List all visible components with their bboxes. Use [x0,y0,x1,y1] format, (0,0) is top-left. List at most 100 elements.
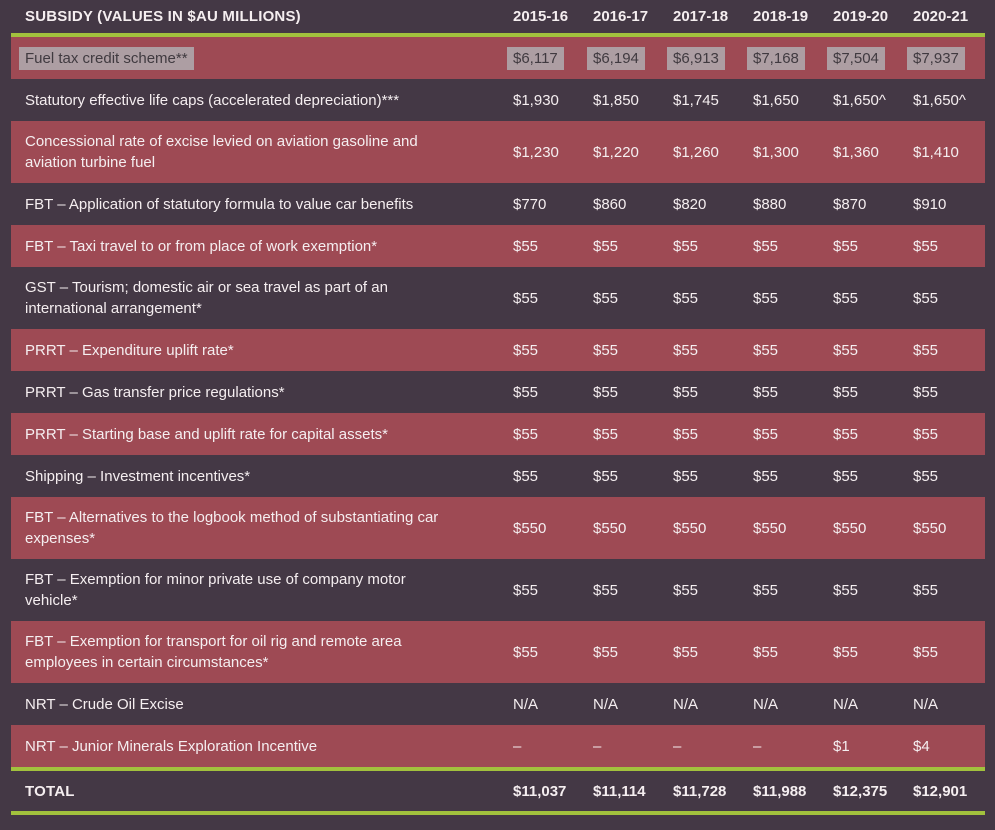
subsidy-value-2016-17: $55 [593,581,619,599]
table-row: PRRT – Starting base and uplift rate for… [11,413,985,455]
subsidy-value-2015-16: $55 [513,581,539,599]
subsidy-value-2019-20: $55 [833,643,859,661]
subsidy-value-2020-21: $7,937 [907,46,985,70]
subsidy-value-2016-17: $1,220 [593,143,639,161]
subsidy-row-label-text: FBT – Exemption for minor private use of… [25,571,406,609]
subsidy-value-2017-18: $1,745 [673,91,719,109]
subsidy-value-2019-20: $1 [833,737,850,755]
table-row: FBT – Alternatives to the logbook method… [11,497,985,559]
subsidy-value-2018-19: $1,650 [753,91,799,109]
table-row: PRRT – Expenditure uplift rate* $55 $55 … [11,329,985,371]
subsidy-value-2019-20: $55 [833,467,859,485]
subsidy-row-label-text: FBT – Exemption for transport for oil ri… [25,633,402,671]
subsidy-value-2018-19: $55 [753,643,779,661]
year-column-header-2019-20: 2019-20 [833,8,889,25]
subsidy-table: SUBSIDY (VALUES IN $AU MILLIONS) 2015-16… [11,0,985,815]
subsidy-row-label: GST – Tourism; domestic air or sea trave… [11,267,513,329]
selected-text: Fuel tax credit scheme** [19,46,194,70]
subsidy-value-2020-21: $55 [913,581,939,599]
subsidy-value-2016-17: $55 [593,383,619,401]
table-row: NRT – Junior Minerals Exploration Incent… [11,725,985,767]
subsidy-value-2016-17: – [593,737,602,755]
subsidy-row-label: Fuel tax credit scheme** [11,38,513,79]
subsidy-value-2018-19: $55 [753,581,779,599]
subsidy-row-label: Shipping – Investment incentives* [11,456,513,497]
subsidy-value-2015-16: $55 [513,237,539,255]
total-row-label: TOTAL [25,782,75,800]
subsidy-row-label: Concessional rate of excise levied on av… [11,121,513,183]
subsidy-value-2019-20: N/A [833,695,859,713]
subsidy-value-2016-17: N/A [593,695,619,713]
subsidy-value-2018-19: – [753,737,762,755]
subsidy-value-2018-19: $55 [753,289,779,307]
subsidy-value-2019-20: $55 [833,383,859,401]
subsidy-value-2017-18: $55 [673,425,699,443]
subsidy-row-label: FBT – Application of statutory formula t… [11,184,513,225]
table-row: FBT – Application of statutory formula t… [11,183,985,225]
total-value-2016-17: $11,114 [593,782,646,800]
subsidy-value-2017-18: N/A [673,695,699,713]
subsidy-value-2016-17: $1,850 [593,91,639,109]
subsidy-value-2020-21: $550 [913,519,947,537]
subsidy-row-label: Statutory effective life caps (accelerat… [11,80,513,121]
subsidy-value-2017-18: $1,260 [673,143,719,161]
subsidy-value-2018-19: $55 [753,341,779,359]
year-column-header-2018-19: 2018-19 [753,8,809,25]
subsidy-row-label-text: FBT – Alternatives to the logbook method… [25,509,439,547]
subsidy-row-label-text: Statutory effective life caps (accelerat… [25,91,400,109]
subsidy-value-2019-20: $870 [833,195,867,213]
subsidy-value-2015-16: N/A [513,695,539,713]
subsidy-row-label: FBT – Taxi travel to or from place of wo… [11,226,513,267]
table-row: Fuel tax credit scheme** $6,117 $6,194 $… [11,37,985,79]
subsidy-value-2017-18: $55 [673,581,699,599]
subsidy-value-2017-18: $55 [673,237,699,255]
subsidy-value-2018-19: $55 [753,467,779,485]
subsidy-value-2020-21: $55 [913,467,939,485]
table-header-row: SUBSIDY (VALUES IN $AU MILLIONS) 2015-16… [11,0,985,33]
table-title: SUBSIDY (VALUES IN $AU MILLIONS) [25,8,301,25]
total-row: TOTAL $11,037 $11,114 $11,728 $11,988 $1… [11,771,985,811]
subsidy-row-label: FBT – Exemption for minor private use of… [11,559,513,621]
subsidy-row-label: FBT – Exemption for transport for oil ri… [11,621,513,683]
table-row: FBT – Exemption for transport for oil ri… [11,621,985,683]
subsidy-value-2019-20: $55 [833,425,859,443]
selected-text: $7,168 [747,46,805,70]
subsidy-value-2015-16: $1,930 [513,91,559,109]
subsidy-value-2019-20: $1,650^ [833,91,886,109]
subsidy-value-2019-20: $55 [833,289,859,307]
table-body: Fuel tax credit scheme** $6,117 $6,194 $… [11,37,985,767]
subsidy-row-label-text: Concessional rate of excise levied on av… [25,133,418,171]
subsidy-value-2016-17: $55 [593,425,619,443]
divider-line-bottom [11,811,985,815]
subsidy-value-2018-19: $550 [753,519,787,537]
subsidy-value-2015-16: $770 [513,195,547,213]
subsidy-value-2015-16: $1,230 [513,143,559,161]
subsidy-value-2019-20: $55 [833,341,859,359]
subsidy-value-2016-17: $55 [593,643,619,661]
subsidy-value-2017-18: – [673,737,682,755]
table-row: NRT – Crude Oil Excise N/A N/A N/A N/A N… [11,683,985,725]
subsidy-value-2020-21: $55 [913,289,939,307]
total-value-2019-20: $12,375 [833,782,888,800]
subsidy-value-2016-17: $55 [593,289,619,307]
total-value-2015-16: $11,037 [513,782,567,800]
subsidy-value-2018-19: $1,300 [753,143,799,161]
total-value-2020-21: $12,901 [913,782,968,800]
table-row: GST – Tourism; domestic air or sea trave… [11,267,985,329]
table-row: Statutory effective life caps (accelerat… [11,79,985,121]
total-value-2018-19: $11,988 [753,782,807,800]
subsidy-value-2018-19: $880 [753,195,787,213]
subsidy-value-2018-19: $7,168 [747,46,833,70]
year-column-header-2016-17: 2016-17 [593,8,649,25]
subsidy-value-2015-16: $55 [513,341,539,359]
subsidy-value-2016-17: $55 [593,467,619,485]
subsidy-value-2020-21: $1,650^ [913,91,966,109]
subsidy-value-2018-19: N/A [753,695,779,713]
subsidy-value-2019-20: $1,360 [833,143,879,161]
selected-text: $6,117 [507,46,564,70]
subsidy-value-2015-16: $55 [513,289,539,307]
subsidy-row-label-text: PRRT – Gas transfer price regulations* [25,383,285,401]
table-row: PRRT – Gas transfer price regulations* $… [11,371,985,413]
subsidy-value-2017-18: $820 [673,195,707,213]
subsidy-row-label: PRRT – Expenditure uplift rate* [11,330,513,371]
